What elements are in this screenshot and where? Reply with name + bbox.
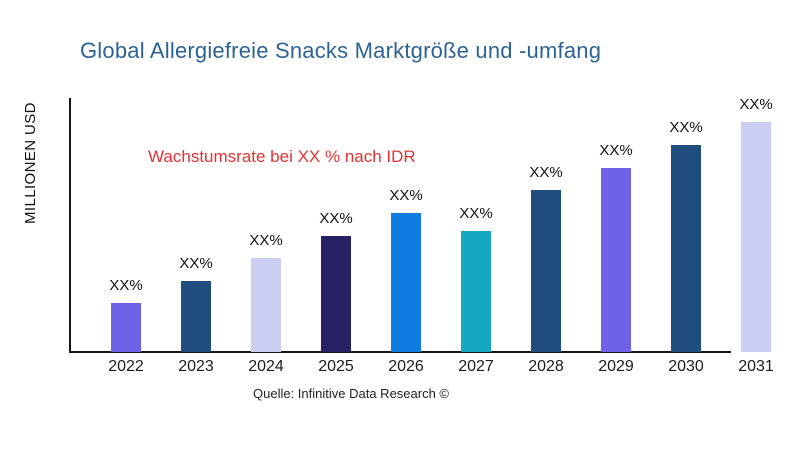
- y-axis-line: [69, 98, 71, 353]
- x-tick-label-2026: 2026: [388, 358, 424, 375]
- bar-value-label-2031: XX%: [739, 96, 773, 113]
- bar-2026: [391, 213, 421, 352]
- x-tick-label-2022: 2022: [108, 358, 144, 375]
- bar-value-label-2028: XX%: [529, 164, 563, 181]
- bar-2022: [111, 303, 141, 352]
- bar-value-label-2027: XX%: [459, 205, 493, 222]
- x-tick-label-2025: 2025: [318, 358, 354, 375]
- bar-value-label-2025: XX%: [319, 210, 353, 227]
- bar-value-label-2022: XX%: [109, 277, 143, 294]
- x-tick-label-2030: 2030: [668, 358, 704, 375]
- bar-2028: [531, 190, 561, 352]
- x-tick-label-2024: 2024: [248, 358, 284, 375]
- x-tick-label-2028: 2028: [528, 358, 564, 375]
- x-tick-label-2023: 2023: [178, 358, 214, 375]
- bar-value-label-2030: XX%: [669, 119, 703, 136]
- x-tick-label-2029: 2029: [598, 358, 634, 375]
- bar-2025: [321, 236, 351, 352]
- bar-value-label-2024: XX%: [249, 232, 283, 249]
- bar-value-label-2029: XX%: [599, 142, 633, 159]
- bar-2029: [601, 168, 631, 352]
- bar-value-label-2026: XX%: [389, 187, 423, 204]
- bar-2030: [671, 145, 701, 352]
- y-axis-label: MILLIONEN USD: [22, 102, 39, 224]
- chart-title: Global Allergiefreie Snacks Marktgröße u…: [80, 38, 602, 63]
- growth-rate-annotation: Wachstumsrate bei XX % nach IDR: [148, 147, 416, 166]
- bar-2031: [741, 122, 771, 352]
- x-axis-line: [69, 351, 731, 353]
- x-tick-label-2031: 2031: [738, 358, 774, 375]
- bar-value-label-2023: XX%: [179, 255, 213, 272]
- bar-2027: [461, 231, 491, 352]
- source-credit: Quelle: Infinitive Data Research ©: [253, 386, 450, 401]
- bar-2023: [181, 281, 211, 352]
- x-tick-label-2027: 2027: [458, 358, 494, 375]
- bar-2024: [251, 258, 281, 352]
